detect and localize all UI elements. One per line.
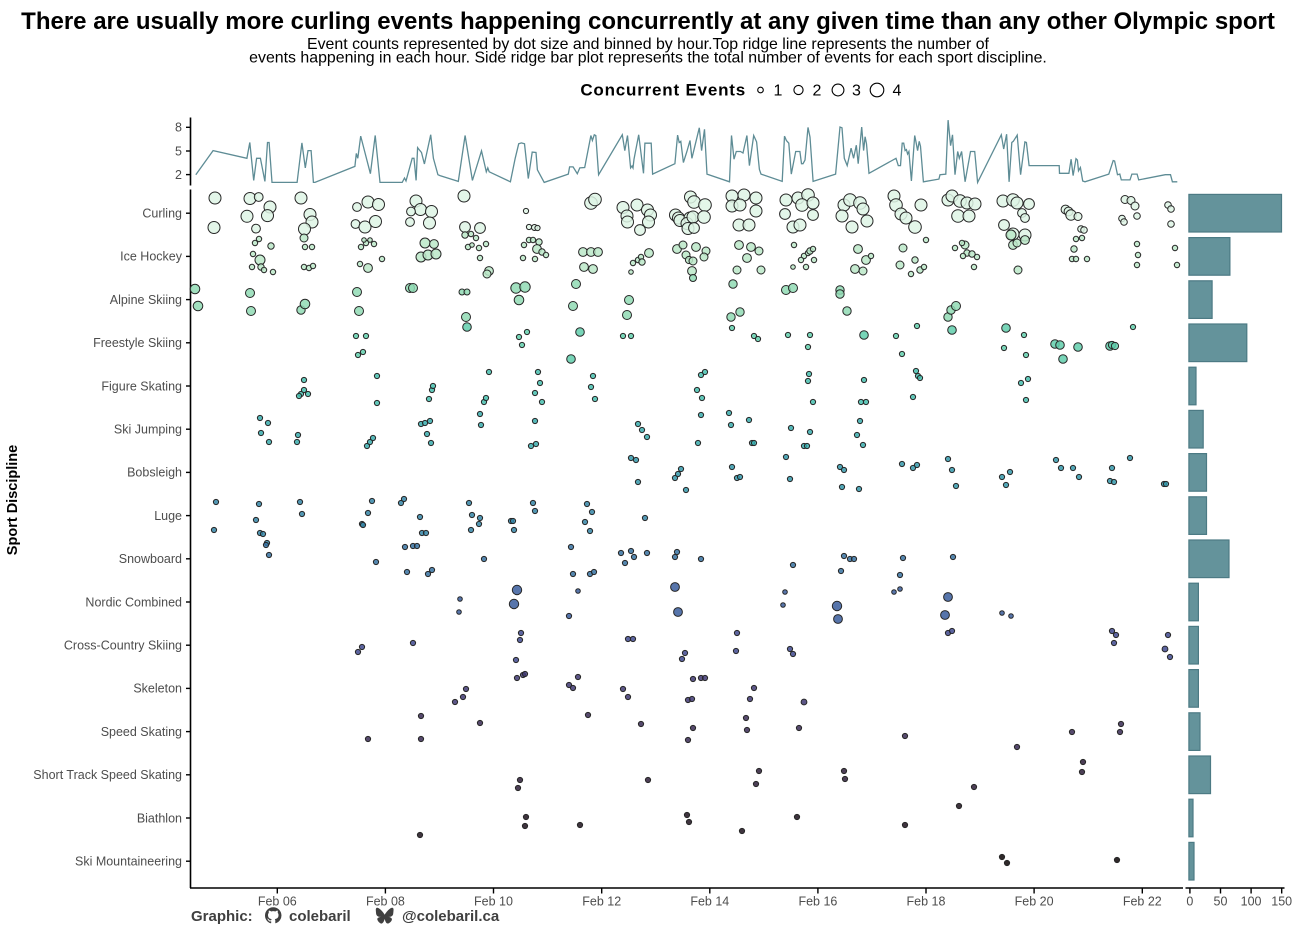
svg-text:Bobsleigh: Bobsleigh bbox=[127, 466, 182, 480]
svg-text:Speed Skating: Speed Skating bbox=[101, 725, 182, 739]
svg-text:colebaril: colebaril bbox=[289, 908, 351, 925]
svg-text:Short Track Speed Skating: Short Track Speed Skating bbox=[33, 768, 182, 782]
svg-text:Sport Discipline: Sport Discipline bbox=[5, 445, 21, 555]
svg-text:Event counts represented by do: Event counts represented by dot size and… bbox=[307, 36, 990, 53]
svg-text:Freestyle Skiing: Freestyle Skiing bbox=[93, 336, 182, 350]
svg-text:Feb 10: Feb 10 bbox=[474, 895, 513, 909]
svg-text:Feb 20: Feb 20 bbox=[1015, 895, 1054, 909]
svg-text:Feb 06: Feb 06 bbox=[258, 895, 297, 909]
svg-text:150: 150 bbox=[1271, 895, 1292, 909]
svg-text:Feb 22: Feb 22 bbox=[1123, 895, 1162, 909]
svg-text:Feb 08: Feb 08 bbox=[366, 895, 405, 909]
svg-text:Feb 14: Feb 14 bbox=[690, 895, 729, 909]
svg-text:Luge: Luge bbox=[154, 509, 182, 523]
svg-text:8: 8 bbox=[175, 121, 182, 135]
svg-text:Ski Mountaineering: Ski Mountaineering bbox=[75, 855, 182, 869]
svg-text:@colebaril.ca: @colebaril.ca bbox=[402, 908, 500, 925]
svg-text:Feb 16: Feb 16 bbox=[798, 895, 837, 909]
svg-text:Cross-Country Skiing: Cross-Country Skiing bbox=[64, 639, 182, 653]
svg-text:Figure Skating: Figure Skating bbox=[101, 379, 182, 393]
svg-text:Nordic Combined: Nordic Combined bbox=[85, 595, 182, 609]
svg-text:Graphic:: Graphic: bbox=[191, 908, 253, 925]
svg-text:0: 0 bbox=[1186, 895, 1193, 909]
svg-text:Feb 12: Feb 12 bbox=[582, 895, 621, 909]
svg-text:events happening in each hour.: events happening in each hour. Side ridg… bbox=[249, 50, 1047, 67]
svg-text:50: 50 bbox=[1214, 895, 1228, 909]
svg-text:2: 2 bbox=[175, 168, 182, 182]
svg-text:Biathlon: Biathlon bbox=[137, 811, 182, 825]
svg-text:5: 5 bbox=[175, 144, 182, 158]
svg-text:Alpine Skiing: Alpine Skiing bbox=[110, 293, 182, 307]
svg-text:Ski Jumping: Ski Jumping bbox=[114, 423, 182, 437]
svg-text:Ice Hockey: Ice Hockey bbox=[120, 250, 183, 264]
svg-text:Feb 18: Feb 18 bbox=[907, 895, 946, 909]
svg-text:Skeleton: Skeleton bbox=[133, 682, 182, 696]
svg-text:2: 2 bbox=[813, 83, 822, 100]
svg-text:Concurrent Events: Concurrent Events bbox=[580, 81, 746, 100]
svg-text:3: 3 bbox=[852, 83, 861, 100]
svg-text:1: 1 bbox=[774, 83, 783, 100]
svg-text:Snowboard: Snowboard bbox=[119, 552, 182, 566]
svg-text:100: 100 bbox=[1241, 895, 1262, 909]
svg-text:Curling: Curling bbox=[142, 207, 182, 221]
svg-text:4: 4 bbox=[893, 83, 902, 100]
svg-text:There are usually more curling: There are usually more curling events ha… bbox=[21, 8, 1275, 35]
